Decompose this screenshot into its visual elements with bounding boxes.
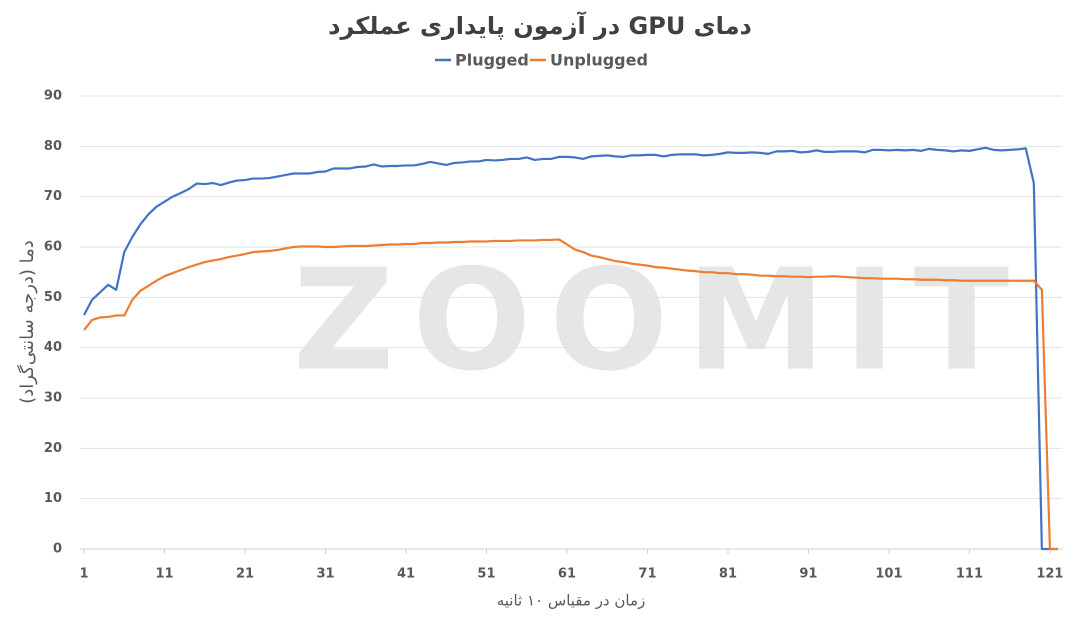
x-tick-label: 51 xyxy=(477,567,495,582)
line-series xyxy=(83,146,1058,551)
x-tick-label: 31 xyxy=(316,567,334,582)
y-tick-label: 10 xyxy=(44,491,62,506)
y-tick-label: 60 xyxy=(44,240,62,255)
y-tick-label: 50 xyxy=(44,290,62,305)
y-axis-title: دما (درجه سانتی‌گراد) xyxy=(16,240,38,404)
x-tick-label: 61 xyxy=(558,567,576,582)
y-tick-label: 90 xyxy=(44,89,62,104)
x-tick-label: 121 xyxy=(1036,567,1063,582)
x-tick-label: 71 xyxy=(638,567,656,582)
x-tick-label: 101 xyxy=(875,567,902,582)
y-tick-label: 70 xyxy=(44,189,62,204)
x-tick-label: 91 xyxy=(799,567,817,582)
y-tick-label: 0 xyxy=(53,542,62,557)
y-tick-label: 30 xyxy=(44,391,62,406)
legend-label: Plugged xyxy=(455,51,529,70)
line-series xyxy=(83,238,1058,551)
x-tick-label: 11 xyxy=(155,567,173,582)
y-tick-label: 40 xyxy=(44,340,62,355)
x-tick-label: 1 xyxy=(80,567,89,582)
y-tick-label: 80 xyxy=(44,139,62,154)
x-tick-label: 111 xyxy=(956,567,983,582)
x-tick-label: 41 xyxy=(397,567,415,582)
y-tick-label: 20 xyxy=(44,441,62,456)
legend-label: Unplugged xyxy=(550,51,648,70)
x-tick-label: 21 xyxy=(236,567,254,582)
x-axis-title: زمان در مقیاس ۱۰ ثانیه xyxy=(497,592,646,610)
x-tick-label: 81 xyxy=(719,567,737,582)
watermark: ZOOMIT xyxy=(293,240,1027,403)
chart-title: دمای GPU در آزمون پایداری عملکرد xyxy=(328,11,752,40)
